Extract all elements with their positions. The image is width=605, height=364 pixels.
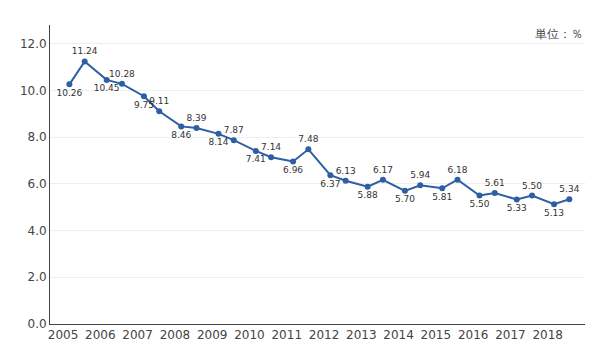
svg-text:2.0: 2.0 (28, 270, 47, 284)
svg-text:8.0: 8.0 (28, 130, 47, 144)
svg-text:2008: 2008 (160, 328, 191, 342)
svg-text:9.11: 9.11 (149, 96, 169, 106)
svg-text:6.37: 6.37 (320, 179, 340, 189)
svg-text:7.14: 7.14 (261, 142, 281, 152)
svg-text:2011: 2011 (271, 328, 302, 342)
svg-text:12.0: 12.0 (20, 37, 47, 51)
svg-text:2018: 2018 (532, 328, 563, 342)
svg-text:2006: 2006 (85, 328, 116, 342)
svg-text:10.45: 10.45 (94, 83, 120, 93)
svg-text:2013: 2013 (346, 328, 377, 342)
svg-text:5.50: 5.50 (469, 199, 489, 209)
svg-text:10.28: 10.28 (109, 69, 135, 79)
svg-text:5.61: 5.61 (485, 178, 505, 188)
svg-text:6.18: 6.18 (447, 165, 467, 175)
svg-text:5.88: 5.88 (358, 190, 378, 200)
svg-text:8.46: 8.46 (171, 130, 191, 140)
svg-text:2007: 2007 (122, 328, 153, 342)
svg-text:6.96: 6.96 (283, 165, 303, 175)
svg-text:2009: 2009 (197, 328, 228, 342)
svg-text:2005: 2005 (48, 328, 79, 342)
svg-text:9.75: 9.75 (134, 100, 154, 110)
svg-text:2010: 2010 (234, 328, 265, 342)
svg-text:2012: 2012 (309, 328, 340, 342)
svg-text:10.0: 10.0 (20, 84, 47, 98)
svg-text:7.41: 7.41 (246, 154, 266, 164)
svg-text:10.26: 10.26 (57, 88, 83, 98)
svg-text:11.24: 11.24 (72, 46, 98, 56)
svg-text:7.87: 7.87 (224, 125, 244, 135)
svg-text:7.48: 7.48 (298, 134, 318, 144)
svg-text:2016: 2016 (458, 328, 489, 342)
svg-text:8.14: 8.14 (208, 137, 228, 147)
svg-text:5.34: 5.34 (559, 184, 579, 194)
svg-text:5.81: 5.81 (432, 192, 452, 202)
svg-text:5.94: 5.94 (410, 170, 430, 180)
svg-text:5.70: 5.70 (395, 194, 415, 204)
svg-text:6.17: 6.17 (373, 165, 393, 175)
svg-text:単位：％: 単位：％ (535, 27, 583, 41)
svg-text:2014: 2014 (383, 328, 414, 342)
svg-text:2017: 2017 (495, 328, 526, 342)
svg-text:0.0: 0.0 (28, 317, 47, 331)
svg-text:5.33: 5.33 (507, 203, 527, 213)
svg-text:2015: 2015 (421, 328, 452, 342)
svg-text:8.39: 8.39 (186, 113, 206, 123)
svg-text:6.0: 6.0 (28, 177, 47, 191)
svg-text:4.0: 4.0 (28, 224, 47, 238)
svg-text:6.13: 6.13 (336, 166, 356, 176)
svg-text:5.50: 5.50 (522, 181, 542, 191)
svg-text:5.13: 5.13 (544, 208, 564, 218)
